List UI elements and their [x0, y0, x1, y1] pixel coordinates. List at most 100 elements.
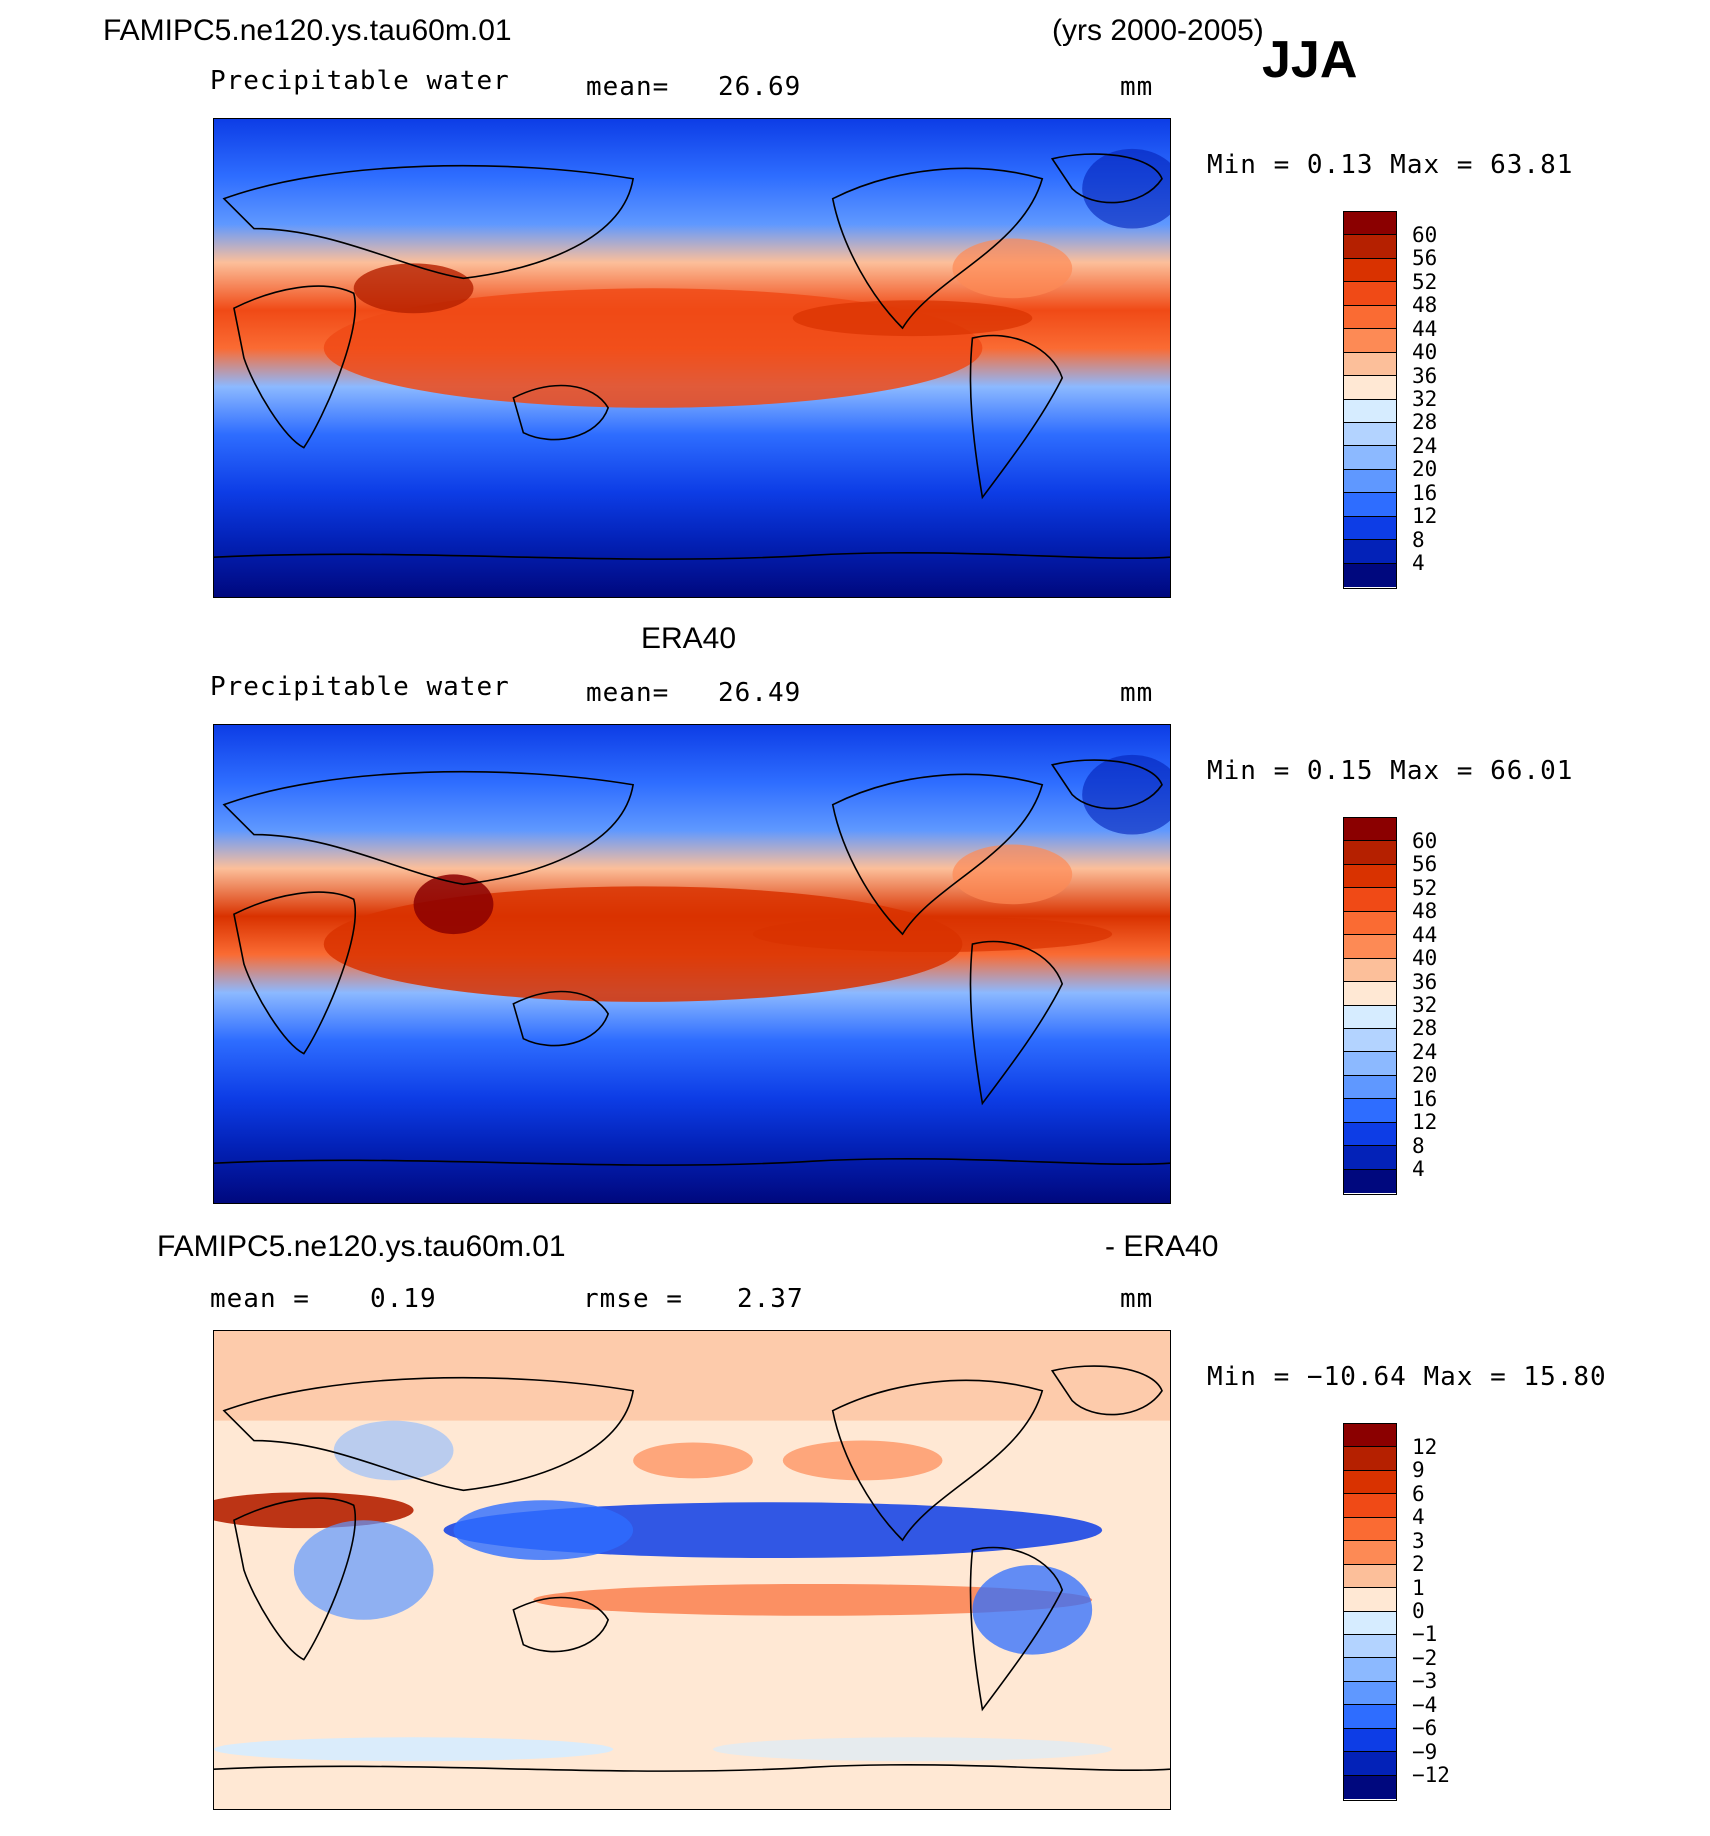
- colorbar-tick-label: 56: [1412, 852, 1438, 877]
- colorbar-tick-label: 48: [1412, 899, 1438, 924]
- colorbar-swatch: [1344, 1775, 1396, 1799]
- colorbar-swatch: [1344, 516, 1396, 541]
- colorbar-swatch: [1344, 305, 1396, 330]
- colorbar-tick-label: −6: [1412, 1716, 1438, 1741]
- colorbar-tick-label: 52: [1412, 269, 1438, 294]
- colorbar-swatch: [1344, 1028, 1396, 1053]
- colorbar-tick-label: 28: [1412, 410, 1438, 435]
- colorbar-swatch: [1344, 352, 1396, 377]
- colorbar-tick-label: −2: [1412, 1645, 1438, 1670]
- colorbar-swatch: [1344, 1517, 1396, 1542]
- colorbar-tick-label: 6: [1412, 1481, 1425, 1506]
- panel3-units: mm: [1120, 1284, 1154, 1314]
- colorbar-swatch: [1344, 1099, 1396, 1123]
- colorbar-tick-label: 40: [1412, 340, 1438, 365]
- panel3-title-left: FAMIPC5.ne120.ys.tau60m.01: [157, 1230, 566, 1263]
- colorbar-tick-label: 4: [1412, 1505, 1425, 1530]
- panel2-minmax: Min = 0.15 Max = 66.01: [1207, 756, 1574, 786]
- colorbar-swatch: [1344, 818, 1396, 842]
- colorbar-tick-label: −12: [1412, 1763, 1450, 1788]
- colorbar-swatch: [1344, 982, 1396, 1006]
- panel2-colorbar: [1343, 817, 1397, 1195]
- panel1-colorbar: [1343, 211, 1397, 589]
- colorbar-swatch: [1344, 258, 1396, 283]
- colorbar-swatch: [1344, 1634, 1396, 1659]
- colorbar-swatch: [1344, 958, 1396, 983]
- colorbar-tick-label: 48: [1412, 293, 1438, 318]
- colorbar-tick-label: 0: [1412, 1599, 1425, 1623]
- panel2-map: [213, 724, 1171, 1204]
- colorbar-swatch: [1344, 1705, 1396, 1729]
- colorbar-tick-label: 28: [1412, 1016, 1438, 1041]
- colorbar-swatch: [1344, 1075, 1396, 1100]
- panel2-mean-value: 26.49: [718, 678, 802, 708]
- colorbar-swatch: [1344, 1052, 1396, 1076]
- colorbar-swatch: [1344, 446, 1396, 470]
- panel1-variable: Precipitable water: [210, 66, 510, 96]
- colorbar-swatch: [1344, 282, 1396, 306]
- colorbar-tick-label: 12: [1412, 1110, 1438, 1135]
- colorbar-tick-label: 12: [1412, 1434, 1438, 1459]
- colorbar-tick-label: 52: [1412, 875, 1438, 900]
- colorbar-tick-label: −4: [1412, 1692, 1438, 1717]
- colorbar-swatch: [1344, 376, 1396, 400]
- colorbar-swatch: [1344, 1494, 1396, 1518]
- colorbar-tick-label: 9: [1412, 1458, 1425, 1483]
- colorbar-swatch: [1344, 422, 1396, 447]
- colorbar-swatch: [1344, 1752, 1396, 1776]
- colorbar-swatch: [1344, 935, 1396, 959]
- colorbar-swatch: [1344, 841, 1396, 865]
- panel3-minmax: Min = −10.64 Max = 15.80: [1207, 1362, 1607, 1392]
- colorbar-tick-label: 4: [1412, 1157, 1425, 1182]
- panel2-title: ERA40: [641, 622, 737, 655]
- colorbar-swatch: [1344, 1681, 1396, 1706]
- colorbar-swatch: [1344, 235, 1396, 259]
- colorbar-tick-label: 36: [1412, 969, 1438, 994]
- colorbar-tick-label: 44: [1412, 922, 1438, 947]
- colorbar-tick-label: 3: [1412, 1528, 1425, 1553]
- colorbar-tick-label: 4: [1412, 551, 1425, 576]
- colorbar-tick-label: 60: [1412, 222, 1438, 247]
- panel1-units: mm: [1120, 72, 1154, 102]
- colorbar-swatch: [1344, 1588, 1396, 1612]
- panel3-mean-label: mean =: [210, 1284, 310, 1314]
- colorbar-tick-label: −9: [1412, 1739, 1438, 1764]
- colorbar-swatch: [1344, 469, 1396, 494]
- colorbar-swatch: [1344, 864, 1396, 889]
- colorbar-tick-label: 12: [1412, 504, 1438, 529]
- season-label: JJA: [1262, 31, 1358, 89]
- panel3-mean-value: 0.19: [370, 1284, 437, 1314]
- colorbar-tick-label: 20: [1412, 1063, 1438, 1088]
- colorbar-swatch: [1344, 1611, 1396, 1635]
- colorbar-tick-label: 60: [1412, 828, 1438, 853]
- colorbar-swatch: [1344, 1470, 1396, 1495]
- colorbar-tick-label: 20: [1412, 457, 1438, 482]
- colorbar-tick-label: 36: [1412, 363, 1438, 388]
- colorbar-tick-label: 8: [1412, 527, 1425, 552]
- years-label: (yrs 2000-2005): [1052, 14, 1264, 47]
- colorbar-tick-label: 24: [1412, 1039, 1438, 1064]
- panel3-colorbar: [1343, 1423, 1397, 1801]
- colorbar-swatch: [1344, 563, 1396, 587]
- colorbar-tick-label: 24: [1412, 433, 1438, 458]
- colorbar-swatch: [1344, 493, 1396, 517]
- panel1-map: [213, 118, 1171, 598]
- panel3-title-right: - ERA40: [1105, 1230, 1219, 1263]
- panel2-mean-label: mean=: [586, 678, 670, 708]
- colorbar-swatch: [1344, 911, 1396, 936]
- colorbar-swatch: [1344, 540, 1396, 564]
- panel1-mean-value: 26.69: [718, 72, 802, 102]
- colorbar-swatch: [1344, 1146, 1396, 1170]
- colorbar-swatch: [1344, 1658, 1396, 1682]
- colorbar-swatch: [1344, 1169, 1396, 1193]
- colorbar-swatch: [1344, 1122, 1396, 1147]
- panel2-units: mm: [1120, 678, 1154, 708]
- colorbar-swatch: [1344, 1728, 1396, 1753]
- colorbar-tick-label: 16: [1412, 480, 1438, 505]
- colorbar-swatch: [1344, 1005, 1396, 1029]
- panel3-map: [213, 1330, 1171, 1810]
- colorbar-swatch: [1344, 888, 1396, 912]
- colorbar-swatch: [1344, 399, 1396, 423]
- panel3-rmse-value: 2.37: [737, 1284, 804, 1314]
- case-title: FAMIPC5.ne120.ys.tau60m.01: [103, 14, 512, 47]
